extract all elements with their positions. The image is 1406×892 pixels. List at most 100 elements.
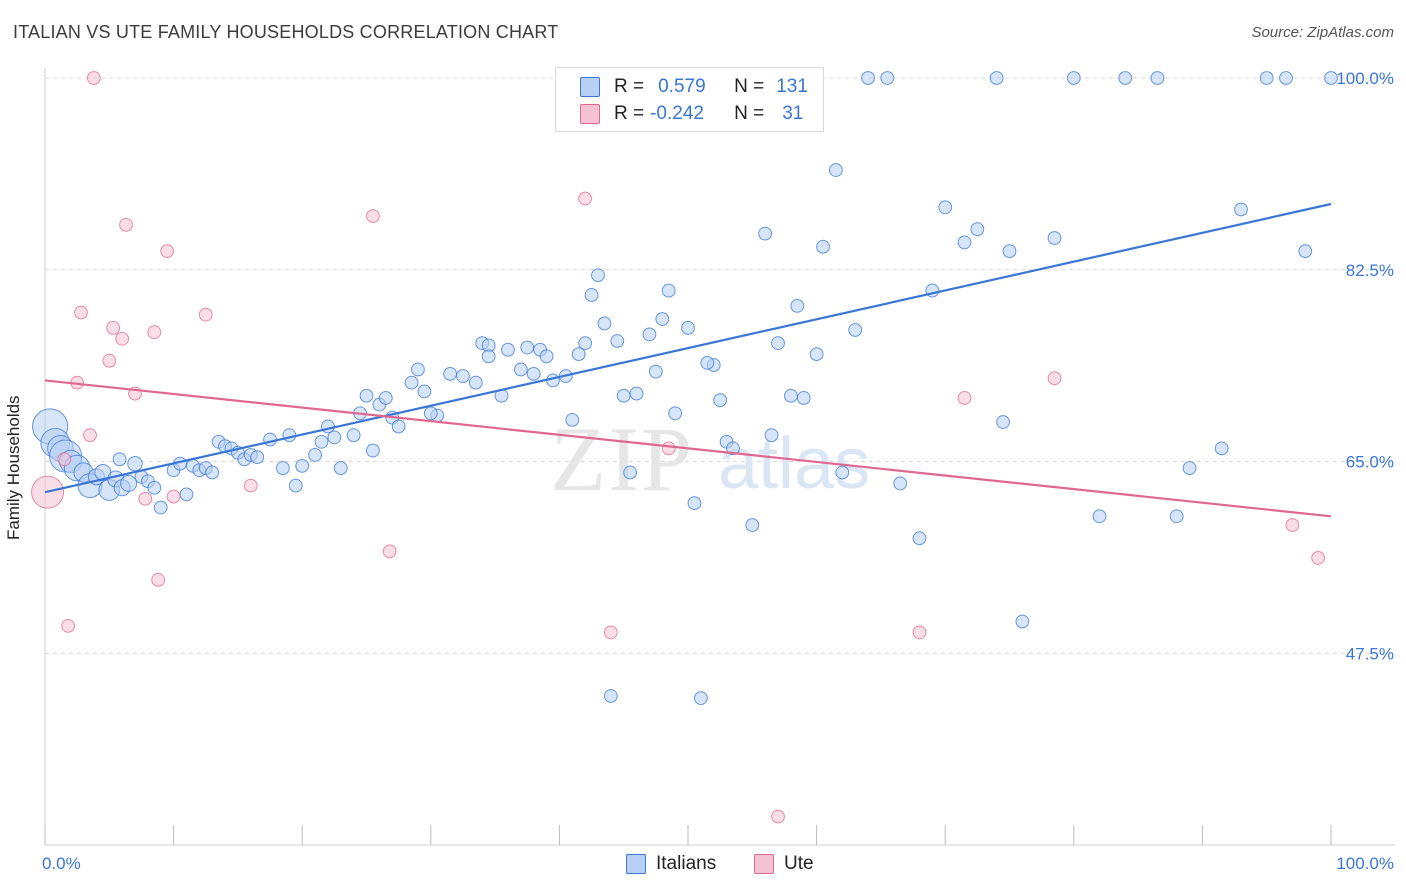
italians-point <box>127 455 143 472</box>
italians-point <box>591 268 605 283</box>
trend-lines <box>44 202 1332 518</box>
italians-point <box>250 450 265 465</box>
italians-point <box>578 336 593 351</box>
italians-point <box>880 71 895 85</box>
italians-point <box>938 200 953 215</box>
italians-point <box>642 327 657 342</box>
italians-point <box>713 393 728 408</box>
italians-point <box>610 334 625 348</box>
italians-point <box>359 388 374 403</box>
italians-point <box>835 465 850 480</box>
italians-point <box>989 71 1004 85</box>
source-credit: Source: ZipAtlas.com <box>1251 24 1394 41</box>
italians-point <box>501 342 515 357</box>
italians-legend-swatch <box>626 854 646 874</box>
ute-point <box>115 331 130 346</box>
italians-point <box>764 428 779 443</box>
r-value-ute: -0.242 <box>650 103 704 124</box>
italians-point <box>648 364 663 379</box>
italians-point <box>423 406 438 421</box>
italians-point <box>668 406 683 421</box>
italians-point <box>327 430 342 445</box>
italians-point <box>1047 231 1062 245</box>
italians-point <box>153 500 168 515</box>
italians-point <box>404 375 419 390</box>
bottom-legend-italians: Italians <box>626 851 716 877</box>
italians-point <box>957 235 972 250</box>
italians-point <box>912 531 927 546</box>
italians-point <box>1234 202 1248 217</box>
italians-swatch <box>580 77 600 97</box>
italians-point <box>693 691 708 706</box>
ute-point <box>957 391 972 405</box>
italians-point <box>205 465 220 480</box>
italians-point <box>796 391 811 405</box>
italians-point <box>629 386 644 401</box>
italians-point <box>346 428 361 443</box>
y-axis-label: Family Households <box>4 395 23 540</box>
y-tick-label: 47.5% <box>1346 644 1394 663</box>
italians-point <box>848 323 863 337</box>
italians-point <box>308 448 322 462</box>
italians-point <box>1182 461 1197 475</box>
ute-point <box>243 478 258 493</box>
italians-point <box>1118 71 1133 85</box>
italians-point <box>861 71 875 85</box>
r-label: R = <box>614 103 645 124</box>
italians-point <box>378 391 393 405</box>
ute-point <box>57 452 72 467</box>
ute-point <box>661 441 676 456</box>
italians-point <box>1015 614 1030 629</box>
italians-point <box>809 347 824 362</box>
ute-point <box>106 320 121 335</box>
italians-point <box>816 239 830 254</box>
italians-point <box>565 412 580 427</box>
axes <box>44 68 1395 846</box>
italians-point <box>681 320 695 335</box>
italians-point <box>758 226 773 241</box>
italians-point <box>790 299 805 313</box>
ute-point <box>1047 371 1062 386</box>
italians-point <box>687 496 702 511</box>
italians-point <box>655 312 670 326</box>
ute-point <box>147 325 162 340</box>
ute-point <box>198 307 213 322</box>
correlation-legend: R = 0.579 N = 131 R = -0.242 N = 31 <box>555 67 824 132</box>
italians-point <box>1214 441 1229 456</box>
ute-point <box>1285 518 1300 532</box>
italians-point <box>481 349 496 364</box>
italians-point <box>513 362 528 377</box>
italians-point <box>700 355 715 370</box>
italians-point <box>411 362 425 377</box>
ute-point <box>83 428 97 443</box>
italians-point <box>1066 71 1081 85</box>
ute-point <box>74 305 88 320</box>
italians-point <box>366 443 380 458</box>
ute-swatch <box>580 104 600 124</box>
italians-point <box>970 222 985 237</box>
italians-point <box>295 458 310 473</box>
italians-point <box>1324 71 1338 85</box>
n-label: N = <box>734 76 765 97</box>
y-tick-label: 82.5% <box>1346 261 1394 280</box>
ute-point <box>151 572 166 587</box>
ute-point <box>102 353 117 368</box>
legend-row-italians: R = 0.579 N = 131 <box>580 75 808 99</box>
italians-point <box>417 384 432 399</box>
y-tick-label: 100.0% <box>1336 69 1394 88</box>
italians-point <box>828 163 843 177</box>
ute-point <box>138 491 153 506</box>
italians-point <box>661 283 676 298</box>
ute-point <box>166 489 181 504</box>
y-tick-label: 65.0% <box>1346 453 1394 472</box>
italians-trend-line <box>44 202 1332 494</box>
italians-point <box>179 487 194 502</box>
x-tick-label: 0.0% <box>42 854 81 873</box>
chart-title: ITALIAN VS UTE FAMILY HOUSEHOLDS CORRELA… <box>13 22 559 42</box>
italians-point <box>1169 509 1184 524</box>
italians-point <box>771 336 785 351</box>
italians-point <box>726 441 740 456</box>
ute-point <box>86 71 101 85</box>
legend-row-ute: R = -0.242 N = 31 <box>580 102 803 126</box>
italians-point <box>288 478 303 493</box>
